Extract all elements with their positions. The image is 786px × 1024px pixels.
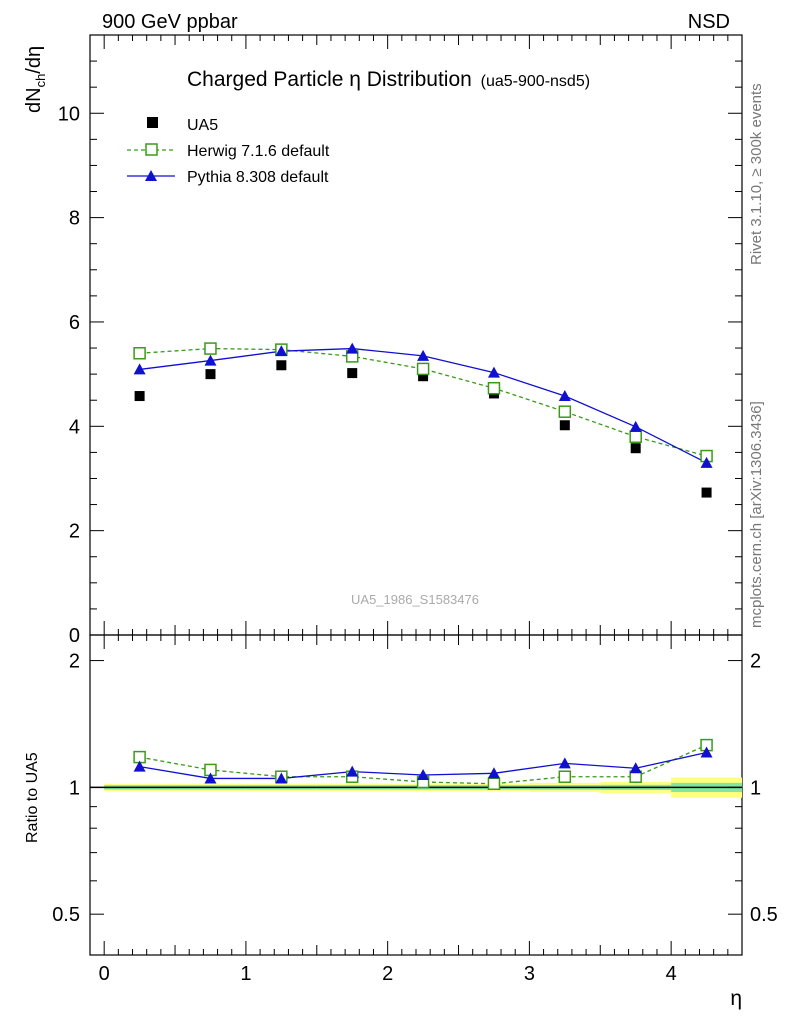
ratio-y-axis-label: Ratio to UA5 [24,752,41,843]
ratio-pythia-point [204,772,217,784]
legend-label-ua5: UA5 [187,117,218,134]
chart-title: Charged Particle η Distribution (ua5-900… [187,68,590,91]
herwig-point [629,430,642,443]
herwig-point [204,342,217,355]
chart-title-main: Charged Particle η Distribution [187,68,472,91]
ratio-y-tick-label-right: 1 [750,777,761,799]
x-tick-label: 0 [99,963,110,985]
herwig-point [487,381,501,395]
ratio-y-tick-label-right: 0.5 [750,904,778,926]
main-y-tick-label: 8 [69,208,80,230]
main-axis-ticks: 0 2 4 6 8 10 [58,35,743,647]
x-axis-label: η [730,987,742,1010]
legend-label-pythia: Pythia 8.308 default [187,169,329,186]
pythia-point [629,420,642,432]
herwig-point [133,347,146,360]
main-y-tick-label: 6 [69,312,80,334]
ratio-y-tick-label-right: 2 [750,651,761,673]
y-label-main: dN [23,87,45,113]
ratio-herwig-point [558,770,572,783]
ratio-y-tick-label-left: 1 [69,777,80,799]
x-tick-label: 3 [524,963,535,985]
ua5-point [630,443,641,454]
ratio-y-tick-label-left: 2 [69,651,80,673]
header-right-label: NSD [688,11,730,33]
ua5-point [134,391,145,402]
main-y-axis-label: dNch/dη [23,46,48,113]
header-left-label: 900 GeV ppbar [102,11,238,33]
ratio-herwig-point [487,777,501,791]
ua5-point [205,369,216,380]
y-label-tail: /dη [23,46,45,74]
main-y-tick-label: 2 [69,521,80,543]
main-y-tick-label: 4 [69,416,80,438]
herwig-point [558,405,572,418]
pythia-point [417,349,430,361]
ratio-pythia-point [417,768,430,780]
herwig-line [139,347,707,457]
pythia-point [346,342,359,354]
main-series-layer [133,342,713,498]
ratio-pythia-point [700,746,713,758]
ua5-point [276,360,287,371]
x-tick-label: 1 [240,963,251,985]
x-tick-label: 4 [666,963,677,985]
ua5-point [559,420,570,431]
ratio-pythia-point [275,772,288,784]
ua5-point [701,487,712,498]
ratio-pythia-point [133,760,146,772]
herwig-point [416,362,430,376]
ratio-plot-frame [89,634,743,956]
analysis-watermark: UA5_1986_S1583476 [351,592,479,607]
legend-label-herwig: Herwig 7.1.6 default [187,143,330,160]
main-y-tick-label: 10 [58,103,80,125]
pythia-point [487,366,500,378]
pythia-point [133,363,146,375]
legend-marker-herwig [145,143,158,156]
legend: UA5 Herwig 7.1.6 default Pythia 8.308 de… [127,117,330,186]
main-y-tick-label: 0 [69,625,80,647]
pythia-point [275,345,288,357]
ratio-axis-ticks: 0 1 2 3 4 0.5 0.5 1 1 2 2 [52,635,778,985]
ratio-pythia-point [346,765,359,777]
ratio-pythia-point [558,757,571,769]
ua5-point [418,371,429,382]
rivet-label: Rivet 3.1.10, ≥ 300k events [748,83,765,265]
ratio-pythia-point [487,767,500,779]
y-label-sub: ch [33,74,48,88]
ratio-y-tick-label-left: 0.5 [52,904,80,926]
chart-subtitle: (ua5-900-nsd5) [481,73,590,90]
pythia-point [700,456,713,468]
pythia-point [204,354,217,366]
ua5-point [347,368,358,379]
pythia-point [558,390,571,402]
mcplots-label: mcplots.cern.ch [arXiv:1306.3436] [748,401,765,628]
x-tick-label: 2 [382,963,393,985]
ratio-pythia-point [629,762,642,774]
legend-marker-pythia [145,170,157,181]
legend-marker-ua5 [147,117,158,128]
ratio-series-layer [133,738,713,791]
